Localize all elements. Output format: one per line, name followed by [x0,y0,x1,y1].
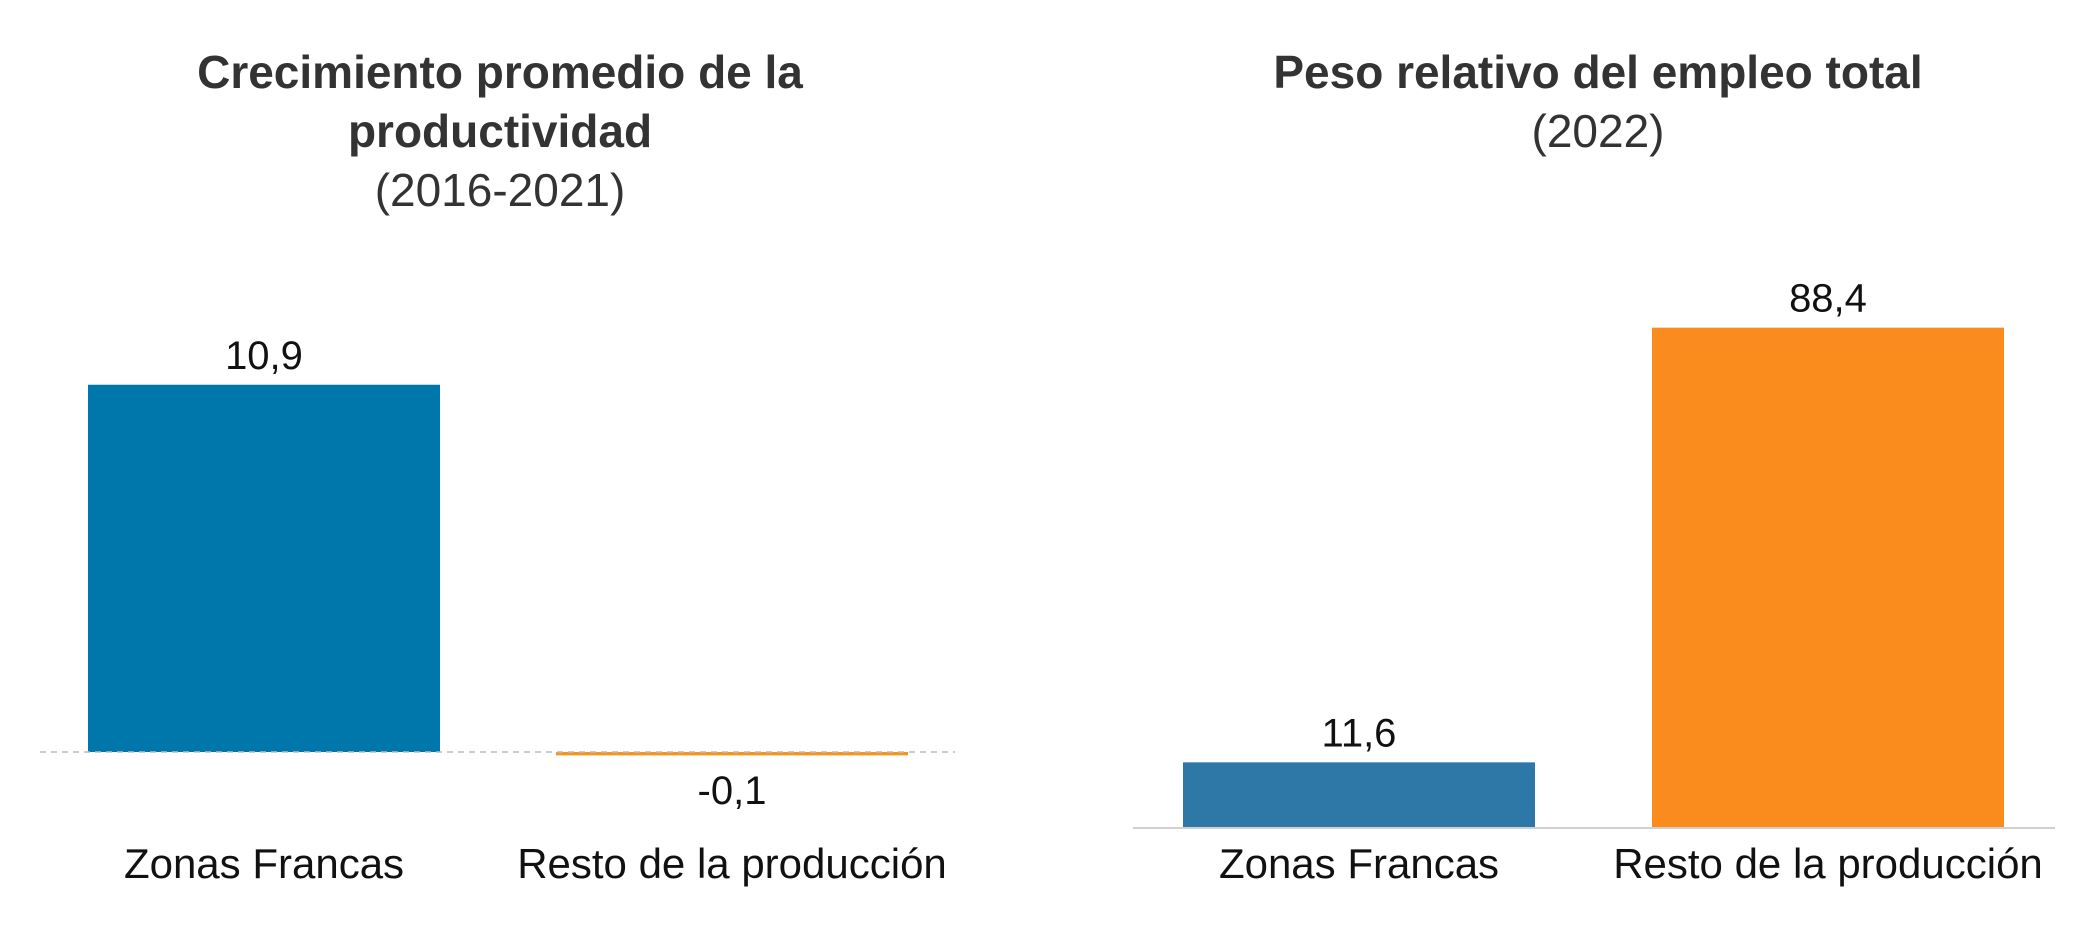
chart-2-category-labels: Zonas Francas Resto de la producción [1219,840,2043,887]
chart-1-title-line-1: Crecimiento promedio de la [197,46,803,98]
chart-1-data-label-1: 10,9 [225,334,303,378]
chart-1-data-labels: 10,9 -0,1 [225,334,766,813]
chart-2-title-line-1: Peso relativo del empleo total [1273,46,1922,98]
chart-2-data-label-1: 11,6 [1322,711,1397,755]
chart-productivity: Crecimiento promedio de la productividad… [40,46,955,887]
chart-1-title-line-2: productividad [348,105,652,157]
chart-2-bar-1 [1183,762,1535,828]
chart-1-bar-1 [88,384,440,752]
chart-2-bar-2 [1652,327,2004,828]
chart-2-subtitle: (2022) [1532,105,1665,157]
chart-2-data-label-2: 88,4 [1789,277,1867,321]
chart-2-data-labels: 11,6 88,4 [1322,277,1867,756]
chart-2-category-label-2: Resto de la producción [1613,840,2043,887]
chart-2-category-label-1: Zonas Francas [1219,840,1499,887]
chart-1-subtitle: (2016-2021) [375,164,626,216]
chart-2-bars [1183,327,2004,828]
chart-1-data-label-2: -0,1 [698,769,767,813]
chart-employment: Peso relativo del empleo total (2022) 11… [1133,46,2055,887]
chart-1-bar-2 [556,752,908,756]
chart-1-bars [88,384,908,756]
chart-1-category-label-2: Resto de la producción [517,840,947,887]
chart-1-category-labels: Zonas Francas Resto de la producción [124,840,947,887]
chart-1-category-label-1: Zonas Francas [124,840,404,887]
